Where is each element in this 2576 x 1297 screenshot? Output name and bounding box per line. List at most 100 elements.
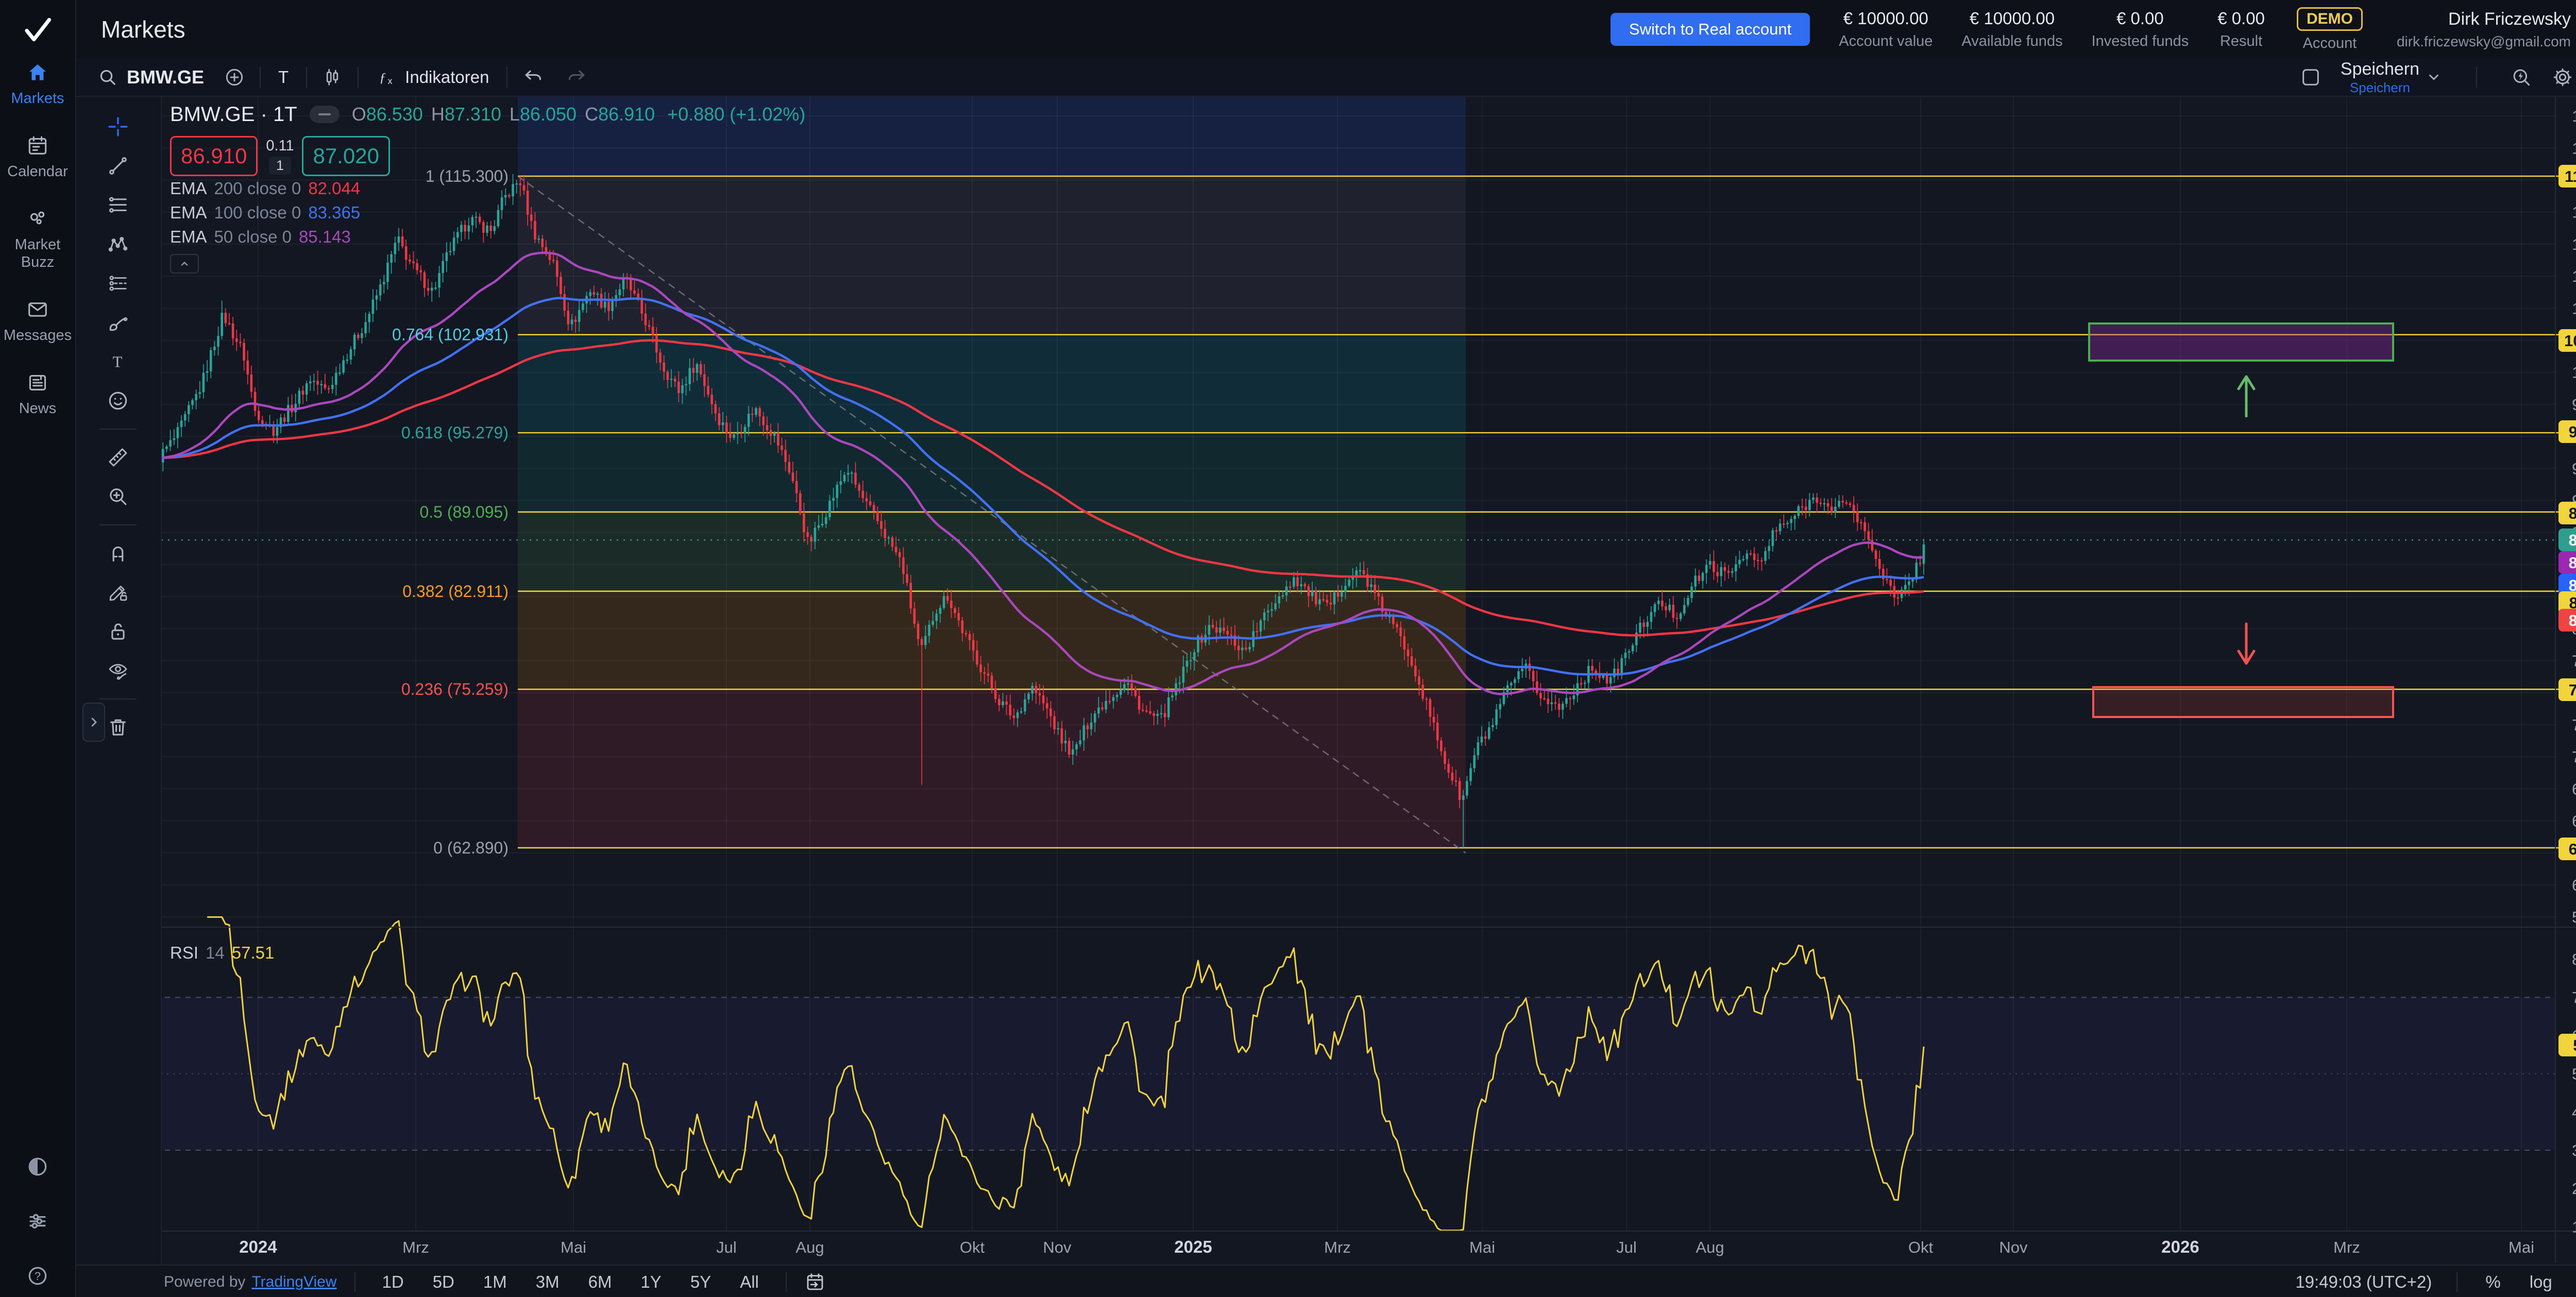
sidebar-bottom: ? bbox=[0, 1155, 75, 1288]
svg-text:Aug: Aug bbox=[1696, 1238, 1724, 1256]
clock-label[interactable]: 19:49:03 (UTC+2) bbox=[2295, 1272, 2432, 1291]
sidebar-item-calendar[interactable]: Calendar bbox=[0, 134, 75, 180]
svg-text:Mai: Mai bbox=[1469, 1238, 1495, 1256]
chevron-down-icon bbox=[2429, 74, 2438, 80]
symbol-interval-label[interactable]: BMW.GE · 1T bbox=[170, 103, 297, 126]
magnet-icon bbox=[106, 541, 130, 565]
indicator-legend-row[interactable]: EMA 100 close 0 83.365 bbox=[170, 202, 361, 222]
drawing-arrow-down bbox=[2237, 622, 2256, 665]
svg-text:x: x bbox=[388, 76, 393, 86]
undo-icon[interactable] bbox=[522, 66, 545, 89]
svg-text:?: ? bbox=[35, 1270, 41, 1283]
indicator-legend-row[interactable]: EMA 200 close 0 82.044 bbox=[170, 178, 361, 198]
chart-style-icon[interactable] bbox=[321, 66, 343, 88]
range-button-3m[interactable]: 3M bbox=[527, 1270, 569, 1294]
svg-text:60.000: 60.000 bbox=[2572, 876, 2576, 894]
price-chart[interactable]: 1 (115.300) 0.764 (102.931) 0.618 (95.279)… bbox=[161, 96, 2576, 1263]
switch-account-button[interactable]: Switch to Real account bbox=[1610, 13, 1810, 46]
svg-text:30.00: 30.00 bbox=[2572, 1141, 2576, 1159]
crosshair-icon bbox=[106, 115, 130, 139]
contrast-icon[interactable] bbox=[26, 1155, 49, 1179]
buy-button[interactable]: 87.020 bbox=[302, 136, 390, 176]
range-button-1y[interactable]: 1Y bbox=[631, 1270, 670, 1294]
sidebar-item-messages[interactable]: Messages bbox=[0, 298, 75, 344]
scale-button-log[interactable]: log bbox=[2527, 1272, 2555, 1292]
sidebar-item-news[interactable]: News bbox=[0, 371, 75, 417]
stat-value: € 10000.00 bbox=[1969, 9, 2055, 28]
svg-text:Okt: Okt bbox=[960, 1238, 985, 1256]
svg-text:85.143: 85.143 bbox=[2569, 554, 2576, 572]
tool-ruler[interactable] bbox=[99, 439, 137, 476]
range-button-1m[interactable]: 1M bbox=[474, 1270, 516, 1294]
stat-label: Result bbox=[2219, 33, 2263, 49]
hide-symbol-icon[interactable] bbox=[309, 106, 340, 123]
user-info[interactable]: Dirk Friczewsky dirk.friczewsky@gmail.co… bbox=[2397, 9, 2571, 50]
tool-emoji[interactable] bbox=[99, 382, 137, 419]
svg-text:2026: 2026 bbox=[2161, 1237, 2199, 1256]
svg-text:Mrz: Mrz bbox=[1324, 1238, 1351, 1256]
symbol-search-icon[interactable] bbox=[97, 66, 118, 88]
long-position-icon bbox=[106, 271, 130, 295]
save-layout-button[interactable]: Speichern Speichern bbox=[2341, 60, 2443, 94]
tradingview-link[interactable]: TradingView bbox=[251, 1273, 337, 1290]
legend-collapse-button[interactable] bbox=[170, 254, 199, 274]
tool-fib-retracement[interactable] bbox=[99, 186, 137, 224]
indicator-legend-rows: EMA 200 close 0 82.044 EMA 100 close 0 83.365… bbox=[170, 176, 805, 249]
quick-search-icon[interactable] bbox=[2510, 66, 2533, 89]
demo-account-badge: DEMO Account bbox=[2296, 7, 2363, 52]
svg-text:70.00: 70.00 bbox=[2572, 988, 2576, 1006]
stat-label: Account value bbox=[1839, 33, 1933, 49]
range-button-5d[interactable]: 5D bbox=[423, 1270, 464, 1294]
brush-icon bbox=[106, 311, 130, 334]
divider bbox=[306, 67, 308, 88]
scale-button-%[interactable]: % bbox=[2482, 1272, 2503, 1292]
tool-hide-drawings[interactable] bbox=[99, 652, 137, 689]
compare-add-icon[interactable] bbox=[224, 66, 245, 88]
indicator-value: 85.143 bbox=[298, 227, 351, 246]
goto-date-icon[interactable] bbox=[804, 1271, 826, 1293]
sliders-icon[interactable] bbox=[26, 1209, 49, 1233]
rsi-legend[interactable]: RSI 14 57.51 bbox=[170, 943, 274, 963]
symbol-name[interactable]: BMW.GE bbox=[127, 66, 204, 88]
gear-icon[interactable] bbox=[2551, 66, 2574, 89]
sidebar-item-market-buzz[interactable]: Market Buzz bbox=[0, 207, 75, 271]
range-button-6m[interactable]: 6M bbox=[579, 1270, 621, 1294]
svg-text:57.500: 57.500 bbox=[2572, 908, 2576, 926]
toolbar-collapse-tab[interactable] bbox=[82, 703, 105, 742]
range-button-1d[interactable]: 1D bbox=[373, 1270, 413, 1294]
tool-zoom-in[interactable] bbox=[99, 478, 137, 515]
price-badge bbox=[2558, 329, 2576, 352]
svg-text:110.000: 110.000 bbox=[2572, 235, 2576, 253]
svg-text:112.500: 112.500 bbox=[2572, 203, 2576, 221]
tool-text[interactable]: T bbox=[99, 343, 137, 380]
chart-canvas[interactable]: 1 (115.300) 0.764 (102.931) 0.618 (95.279)… bbox=[161, 96, 2576, 1263]
tool-xabcd-pattern[interactable] bbox=[99, 226, 137, 263]
tool-trend-line[interactable] bbox=[99, 147, 137, 184]
layout-square-icon[interactable] bbox=[2299, 66, 2322, 89]
tool-long-position[interactable] bbox=[99, 265, 137, 302]
tool-drawing-mode[interactable] bbox=[99, 574, 137, 611]
svg-text:82.911: 82.911 bbox=[2569, 594, 2576, 612]
range-button-all[interactable]: All bbox=[731, 1270, 768, 1294]
svg-text:2024: 2024 bbox=[239, 1237, 277, 1256]
sidebar-item-markets[interactable]: Markets bbox=[0, 61, 75, 107]
chevron-up-icon bbox=[181, 261, 188, 266]
range-button-5y[interactable]: 5Y bbox=[681, 1270, 720, 1294]
app-logo-icon[interactable] bbox=[0, 11, 75, 48]
tool-lock[interactable] bbox=[99, 613, 137, 650]
price-badge bbox=[2558, 838, 2576, 860]
help-icon[interactable]: ? bbox=[26, 1264, 49, 1288]
tool-crosshair[interactable] bbox=[99, 108, 137, 145]
indicator-legend-row[interactable]: EMA 50 close 0 85.143 bbox=[170, 227, 351, 246]
sell-button[interactable]: 86.910 bbox=[170, 136, 258, 176]
tool-remove-drawings[interactable] bbox=[99, 709, 137, 746]
svg-text:89.095: 89.095 bbox=[2569, 504, 2576, 522]
tool-brush[interactable] bbox=[99, 304, 137, 341]
save-label: Speichern bbox=[2340, 59, 2419, 79]
tool-magnet[interactable] bbox=[99, 535, 137, 572]
svg-text:20.00: 20.00 bbox=[2572, 1180, 2576, 1198]
interval-button[interactable]: T bbox=[275, 67, 292, 88]
redo-icon[interactable] bbox=[565, 66, 588, 89]
account-stat: € 0.00 Result bbox=[2217, 9, 2265, 50]
